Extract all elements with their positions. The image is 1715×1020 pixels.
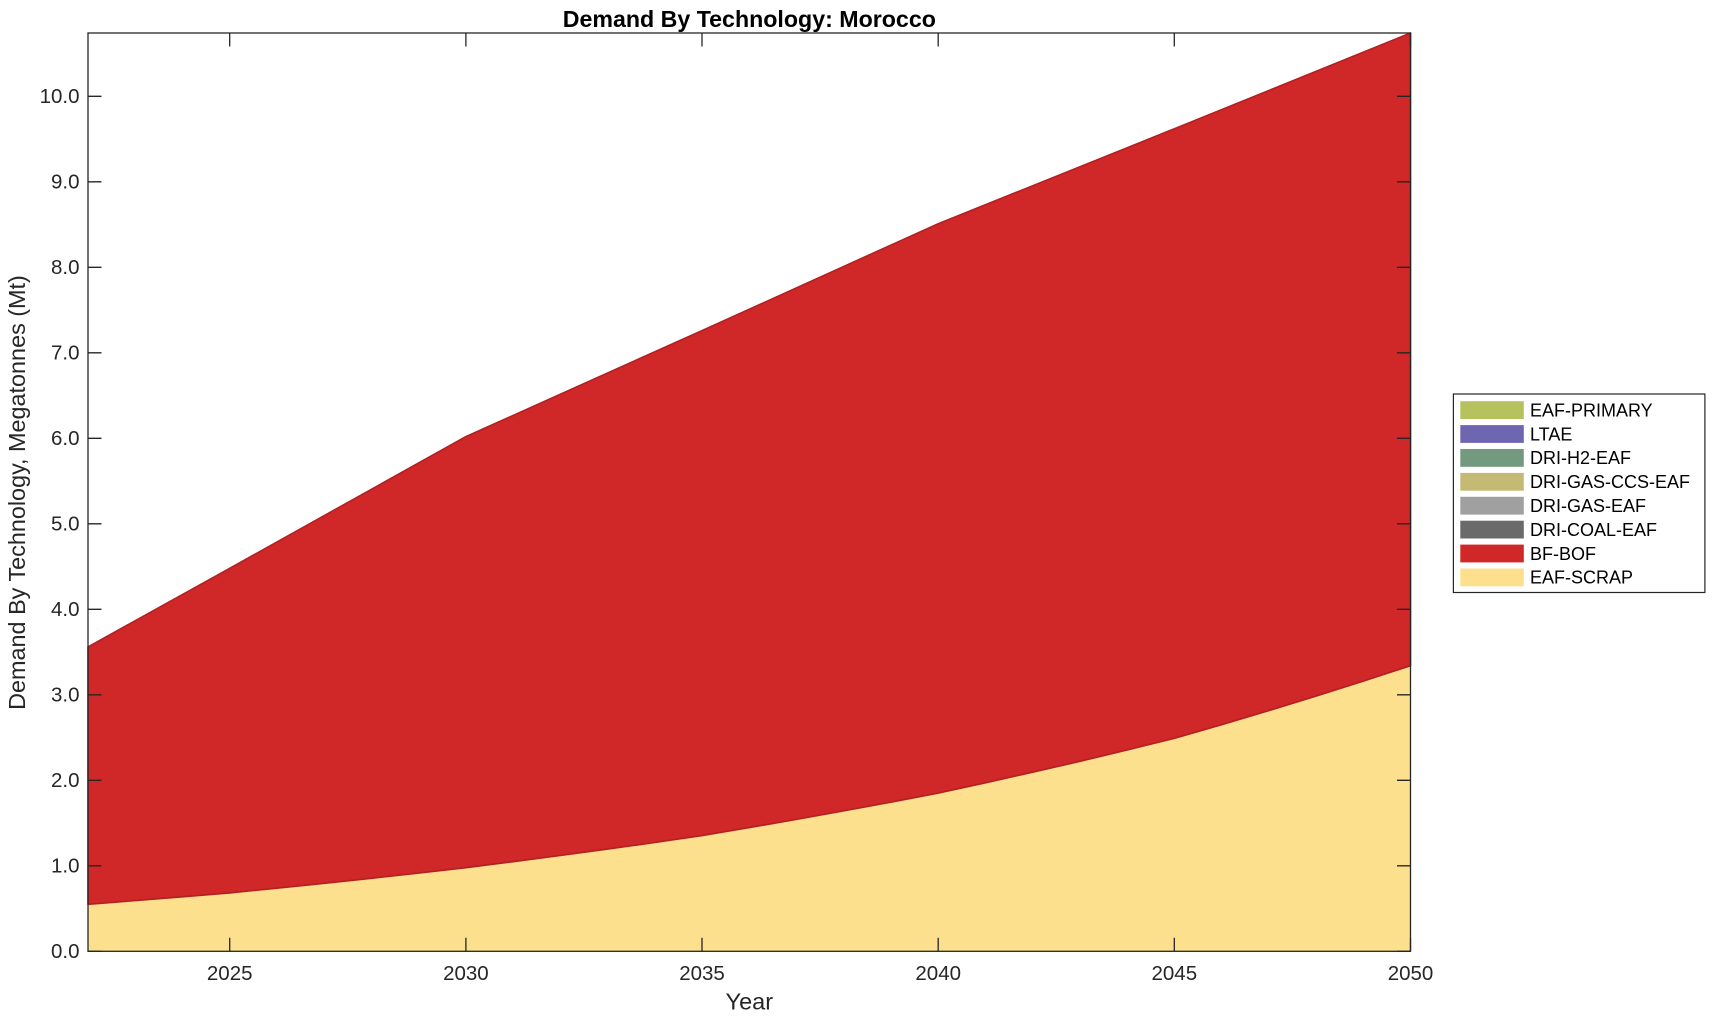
svg-text:Year: Year <box>726 989 774 1015</box>
svg-text:0.0: 0.0 <box>51 940 80 963</box>
svg-text:Demand By Technology: Morocco: Demand By Technology: Morocco <box>563 6 936 32</box>
svg-text:2035: 2035 <box>679 962 725 985</box>
svg-text:EAF-PRIMARY: EAF-PRIMARY <box>1530 400 1653 420</box>
svg-text:7.0: 7.0 <box>51 342 80 365</box>
svg-text:8.0: 8.0 <box>51 256 80 279</box>
svg-text:BF-BOF: BF-BOF <box>1530 544 1596 564</box>
svg-text:1.0: 1.0 <box>51 855 80 878</box>
svg-text:2050: 2050 <box>1388 962 1434 985</box>
svg-text:2025: 2025 <box>207 962 253 985</box>
svg-text:2045: 2045 <box>1151 962 1197 985</box>
svg-text:EAF-SCRAP: EAF-SCRAP <box>1530 568 1633 588</box>
svg-text:2040: 2040 <box>915 962 961 985</box>
svg-text:2.0: 2.0 <box>51 769 80 792</box>
svg-text:DRI-GAS-CCS-EAF: DRI-GAS-CCS-EAF <box>1530 472 1690 492</box>
svg-text:9.0: 9.0 <box>51 171 80 194</box>
svg-text:3.0: 3.0 <box>51 684 80 707</box>
svg-text:10.0: 10.0 <box>40 85 80 108</box>
svg-text:Demand By Technology, Megatonn: Demand By Technology, Megatonnes (Mt) <box>4 275 30 710</box>
svg-text:DRI-H2-EAF: DRI-H2-EAF <box>1530 448 1631 468</box>
svg-text:DRI-GAS-EAF: DRI-GAS-EAF <box>1530 496 1646 516</box>
svg-text:6.0: 6.0 <box>51 427 80 450</box>
svg-text:5.0: 5.0 <box>51 513 80 536</box>
svg-text:2030: 2030 <box>443 962 489 985</box>
svg-text:DRI-COAL-EAF: DRI-COAL-EAF <box>1530 520 1657 540</box>
svg-text:4.0: 4.0 <box>51 598 80 621</box>
svg-text:LTAE: LTAE <box>1530 424 1572 444</box>
